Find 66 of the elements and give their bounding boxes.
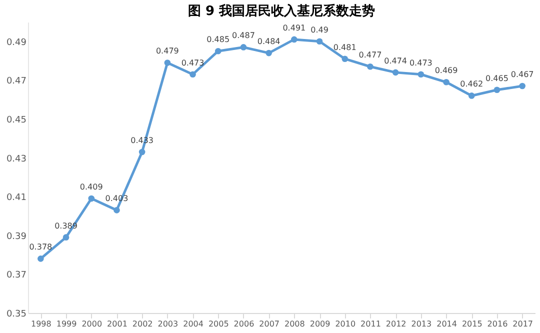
x-tick-label: 2016 xyxy=(487,320,508,328)
point xyxy=(367,63,374,70)
x-tick-label: 2011 xyxy=(360,320,381,328)
data-label: 0.462 xyxy=(460,80,484,89)
x-tick-label: 1999 xyxy=(56,320,77,328)
x-tick-label: 2012 xyxy=(386,320,406,328)
y-tick-label: 0.35 xyxy=(6,310,26,320)
x-tick-label: 2014 xyxy=(436,320,457,328)
data-label: 0.481 xyxy=(333,42,356,52)
data-label: 0.485 xyxy=(206,35,230,44)
data-label: 0.49 xyxy=(310,25,328,34)
x-tick-label: 2008 xyxy=(284,320,305,328)
point xyxy=(342,56,348,62)
x-tick-label: 2007 xyxy=(259,320,280,328)
x-tick-label: 2003 xyxy=(158,320,178,328)
data-label: 0.409 xyxy=(80,182,103,192)
data-label: 0.473 xyxy=(181,58,204,68)
y-tick-label: 0.41 xyxy=(6,193,26,204)
x-tick-label: 2009 xyxy=(310,320,330,328)
data-label: 0.467 xyxy=(510,70,534,80)
y-tick-label: 0.43 xyxy=(6,154,26,164)
y-tick-label: 0.39 xyxy=(6,232,27,242)
point xyxy=(266,50,272,56)
point xyxy=(316,38,323,45)
x-tick-label: 2015 xyxy=(462,320,482,328)
point xyxy=(190,71,196,78)
chart-title: 图 9 我国居民收入基尼系数走势 xyxy=(188,3,376,19)
x-tick-label: 2002 xyxy=(132,320,153,328)
point xyxy=(418,71,424,78)
point xyxy=(468,92,475,99)
point xyxy=(164,60,171,66)
data-label: 0.487 xyxy=(232,31,255,40)
data-label: 0.378 xyxy=(29,242,52,252)
data-label: 0.484 xyxy=(257,37,280,46)
point xyxy=(138,148,146,156)
data-label: 0.469 xyxy=(434,66,458,76)
y-tick-label: 0.45 xyxy=(6,116,26,126)
point xyxy=(114,207,120,214)
x-tick-label: 2005 xyxy=(208,320,229,328)
point xyxy=(240,44,247,50)
x-tick-label: 2001 xyxy=(107,320,128,328)
y-tick-label: 0.47 xyxy=(6,76,26,87)
x-tick-label: 1998 xyxy=(30,320,52,328)
point xyxy=(38,256,44,262)
x-tick-label: 2017 xyxy=(512,320,534,328)
data-label: 0.474 xyxy=(384,56,408,66)
x-tick-label: 2010 xyxy=(335,320,356,328)
point xyxy=(519,82,526,90)
y-tick-label: 0.37 xyxy=(6,270,26,281)
point xyxy=(443,78,450,86)
x-tick-label: 2000 xyxy=(82,320,102,328)
data-label: 0.465 xyxy=(486,74,508,83)
point xyxy=(392,69,399,76)
point xyxy=(214,48,222,54)
data-label: 0.479 xyxy=(156,46,179,56)
data-label: 0.477 xyxy=(358,50,382,60)
point xyxy=(494,86,500,94)
data-label: 0.491 xyxy=(282,23,306,32)
x-tick-label: 2004 xyxy=(183,320,204,328)
point xyxy=(88,195,95,202)
point xyxy=(62,234,70,240)
data-label: 0.473 xyxy=(409,58,432,68)
x-tick-label: 2006 xyxy=(234,320,254,328)
y-tick-label: 0.49 xyxy=(6,38,27,48)
point xyxy=(291,36,298,43)
x-tick-label: 2013 xyxy=(411,320,432,328)
